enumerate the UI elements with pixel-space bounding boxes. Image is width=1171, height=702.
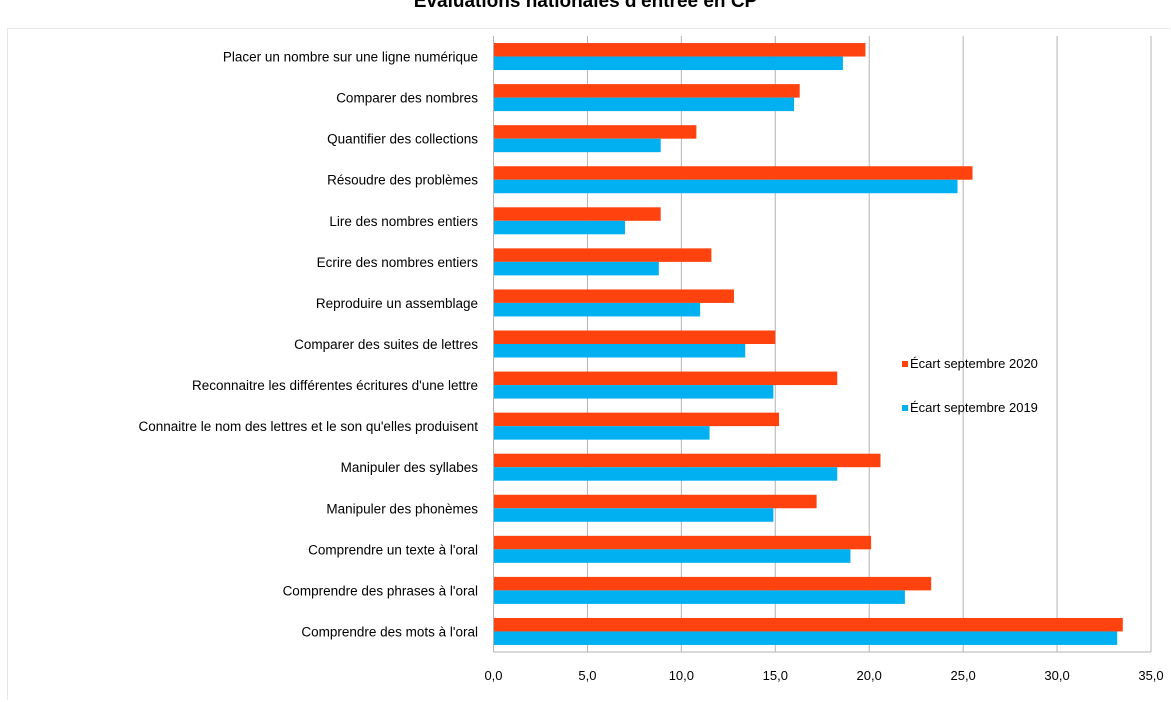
bar-2020 <box>493 576 932 591</box>
category-label: Comparer des nombres <box>336 91 478 106</box>
legend-label: Écart septembre 2020 <box>910 356 1038 371</box>
x-tick-label: 30,0 <box>1044 668 1069 683</box>
x-tick-label: 35,0 <box>1138 668 1163 683</box>
x-tick-label: 0,0 <box>484 668 502 683</box>
category-label: Comparer des suites de lettres <box>294 337 478 352</box>
bar-2019 <box>493 56 843 71</box>
bar-2020 <box>493 84 800 98</box>
x-tick-label: 20,0 <box>857 668 882 683</box>
bar-2020 <box>493 330 776 344</box>
bar-2019 <box>493 467 838 481</box>
chart-title: Évaluations nationales d'entrée en CP <box>413 0 758 12</box>
bar-2020 <box>493 248 712 262</box>
bar-2020 <box>493 166 973 180</box>
category-label: Reconnaitre les différentes écritures d'… <box>192 378 478 393</box>
bar-2019 <box>493 508 774 522</box>
chart-frame <box>7 28 1170 700</box>
legend-swatch <box>902 405 908 411</box>
category-label: Comprendre des mots à l'oral <box>301 624 478 639</box>
bar-2019 <box>493 138 661 153</box>
bar-2019 <box>493 426 710 440</box>
bar-2019 <box>493 549 851 563</box>
category-label: Reproduire un assemblage <box>316 296 478 311</box>
bar-2019 <box>493 179 958 194</box>
x-tick-label: 25,0 <box>950 668 975 683</box>
bar-2020 <box>493 125 697 139</box>
bar-2019 <box>493 344 746 358</box>
bar-2020 <box>493 43 866 57</box>
bar-2019 <box>493 631 1118 645</box>
x-tick-label: 5,0 <box>578 668 596 683</box>
bar-2019 <box>493 97 795 112</box>
bar-2020 <box>493 494 817 509</box>
bar-2020 <box>493 412 780 427</box>
x-tick-label: 15,0 <box>763 668 788 683</box>
bar-2020 <box>493 289 734 303</box>
legend-swatch <box>902 361 908 367</box>
bar-2019 <box>493 385 774 399</box>
category-label: Quantifier des collections <box>327 132 478 147</box>
bar-2020 <box>493 371 838 386</box>
bar-2020 <box>493 207 661 221</box>
x-tick-label: 10,0 <box>669 668 694 683</box>
bar-2020 <box>493 535 872 550</box>
bar-2019 <box>493 261 659 276</box>
bar-2020 <box>493 453 881 468</box>
bar-2019 <box>493 220 625 235</box>
category-label: Placer un nombre sur une ligne numérique <box>223 50 478 65</box>
category-label: Connaitre le nom des lettres et le son q… <box>138 419 478 434</box>
category-label: Manipuler des phonèmes <box>326 501 478 516</box>
bar-2019 <box>493 590 905 604</box>
bar-2019 <box>493 302 701 317</box>
category-label: Résoudre des problèmes <box>327 173 478 188</box>
category-label: Comprendre un texte à l'oral <box>308 542 478 557</box>
category-label: Ecrire des nombres entiers <box>317 255 479 270</box>
legend-label: Écart septembre 2019 <box>910 400 1038 415</box>
category-label: Manipuler des syllabes <box>341 460 479 475</box>
category-label: Comprendre des phrases à l'oral <box>283 583 478 598</box>
bar-2020 <box>493 617 1123 632</box>
category-label: Lire des nombres entiers <box>329 214 478 229</box>
